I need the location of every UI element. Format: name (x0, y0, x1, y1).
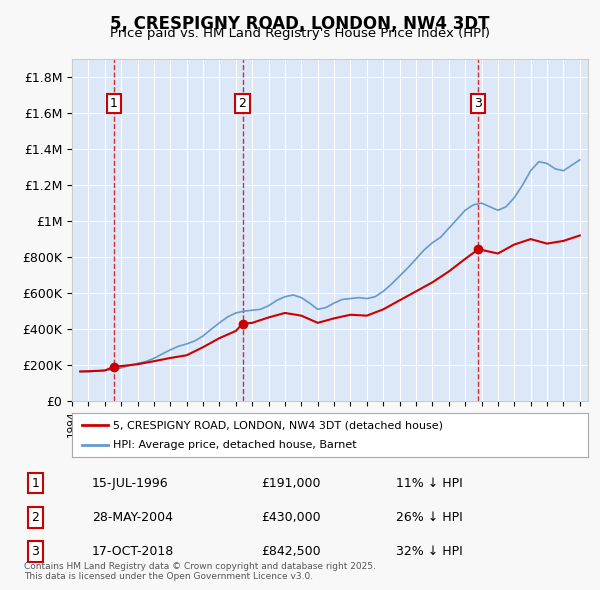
Text: 17-OCT-2018: 17-OCT-2018 (92, 545, 174, 558)
Text: 28-MAY-2004: 28-MAY-2004 (92, 511, 173, 524)
Text: 1: 1 (110, 97, 118, 110)
Text: 1: 1 (31, 477, 39, 490)
Text: 32% ↓ HPI: 32% ↓ HPI (396, 545, 463, 558)
Text: £191,000: £191,000 (261, 477, 320, 490)
Text: 2: 2 (239, 97, 247, 110)
Text: 2: 2 (31, 511, 39, 524)
Text: 26% ↓ HPI: 26% ↓ HPI (396, 511, 463, 524)
Text: 5, CRESPIGNY ROAD, LONDON, NW4 3DT (detached house): 5, CRESPIGNY ROAD, LONDON, NW4 3DT (deta… (113, 421, 443, 430)
Text: HPI: Average price, detached house, Barnet: HPI: Average price, detached house, Barn… (113, 440, 357, 450)
Text: 11% ↓ HPI: 11% ↓ HPI (396, 477, 463, 490)
Text: 3: 3 (474, 97, 482, 110)
Text: 5, CRESPIGNY ROAD, LONDON, NW4 3DT: 5, CRESPIGNY ROAD, LONDON, NW4 3DT (110, 15, 490, 33)
Text: 15-JUL-1996: 15-JUL-1996 (92, 477, 169, 490)
Text: £430,000: £430,000 (261, 511, 320, 524)
Text: 3: 3 (31, 545, 39, 558)
Text: Contains HM Land Registry data © Crown copyright and database right 2025.
This d: Contains HM Land Registry data © Crown c… (24, 562, 376, 581)
Text: Price paid vs. HM Land Registry's House Price Index (HPI): Price paid vs. HM Land Registry's House … (110, 27, 490, 40)
Text: £842,500: £842,500 (261, 545, 320, 558)
